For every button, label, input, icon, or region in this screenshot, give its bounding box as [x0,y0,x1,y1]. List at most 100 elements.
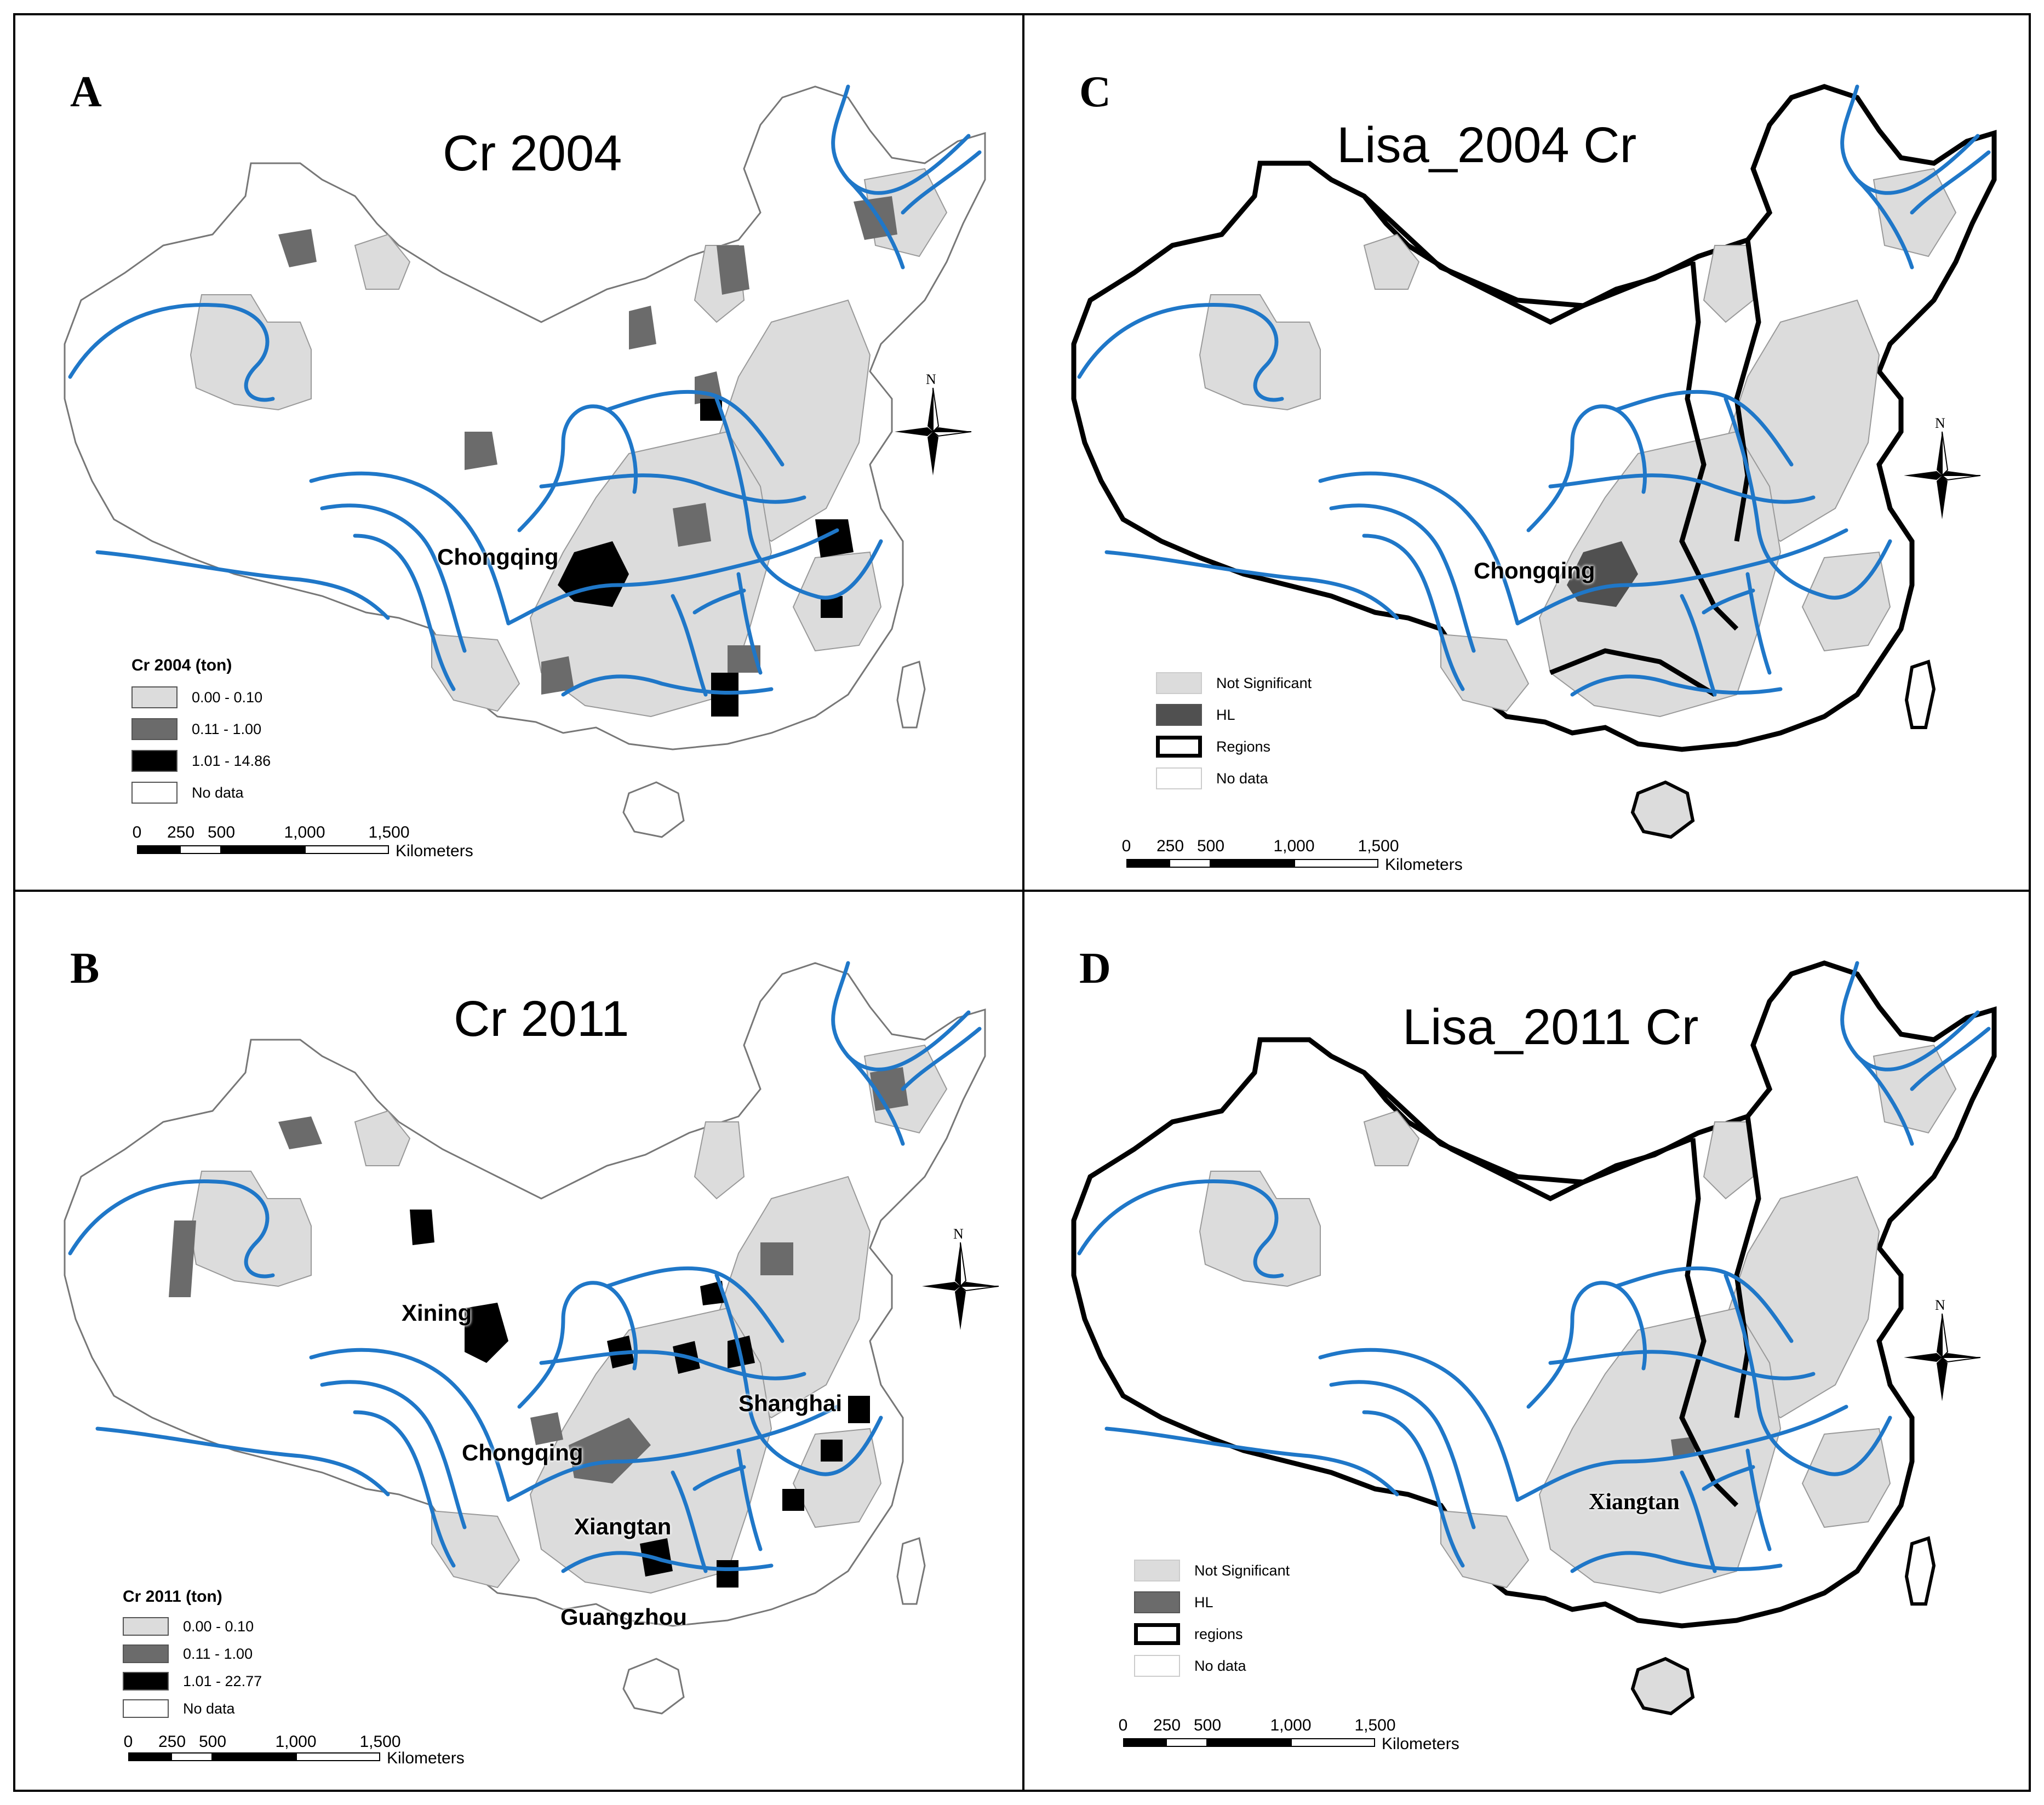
city-label-chongqing: Chongqing [462,1440,583,1465]
compass-icon [895,387,972,475]
legend-item: Regions [1156,731,1312,763]
scale-tick: 250 [158,1733,186,1751]
panel-c: C Lisa_2004 Cr Chongqing N Not Significa… [1024,15,2031,890]
north-arrow: N [892,371,974,475]
legend-item: 0.11 - 1.00 [131,713,271,745]
scale-tick: 1,500 [1354,1716,1396,1734]
legend-label: 1.01 - 22.77 [183,1672,262,1689]
legend-item: HL [1134,1586,1290,1618]
scale-bar: 0 250 500 1,000 1,500 Kilometers [1119,1716,1459,1766]
legend-item: 0.00 - 0.10 [131,681,271,713]
legend-item: 0.11 - 1.00 [123,1640,262,1668]
city-label-xiangtan: Xiangtan [1589,1489,1680,1515]
legend-label: HL [1194,1594,1213,1611]
scale-tick: 250 [167,823,195,841]
legend-item: No data [131,777,271,809]
panel-title: Lisa_2004 Cr [1337,117,1637,173]
legend-swatch [1134,1591,1180,1613]
legend-label: 0.00 - 0.10 [192,689,263,706]
legend: Cr 2011 (ton) 0.00 - 0.10 0.11 - 1.00 1.… [123,1588,262,1722]
city-label-guangzhou: Guangzhou [560,1604,687,1630]
scale-tick: 1,500 [368,823,410,841]
legend-item: No data [1156,763,1312,794]
scale-tick: 500 [1193,1716,1222,1734]
city-label-chongqing: Chongqing [1474,558,1595,583]
scale-tick: 1,000 [284,823,325,841]
legend-swatch [131,686,178,708]
legend-swatch [123,1699,169,1718]
legend-swatch [1156,736,1202,758]
scale-unit: Kilometers [1382,1735,1459,1753]
panel-title: Lisa_2011 Cr [1402,999,1699,1055]
scale-tick: 500 [1196,837,1225,855]
legend-label: 0.11 - 1.00 [192,720,262,737]
compass-icon [1904,431,1981,519]
legend-swatch [123,1617,169,1636]
panel-letter: A [70,68,102,116]
legend-swatch [1156,672,1202,694]
panel-a: A Cr 2004 Chongqing N Cr 2004 (ton) 0.00… [15,15,1022,890]
high-class-districts [410,1210,870,1588]
legend-label: HL [1216,706,1235,723]
north-label: N [1935,1297,1945,1313]
scale-tick: 0 [1118,1716,1128,1734]
legend-swatch [1134,1623,1180,1645]
legend: Not Significant HL regions No data [1134,1555,1290,1682]
legend-label: No data [192,784,244,801]
panel-title: Cr 2011 [454,991,629,1047]
scale-unit: Kilometers [1385,856,1463,874]
scale-tick: 1,000 [1270,1716,1312,1734]
scale-tick: 250 [1156,837,1184,855]
legend-label: No data [1216,770,1268,787]
scale-tick: 250 [1153,1716,1181,1734]
map-d [1024,892,2031,1766]
panel-b: B Cr 2011 Xining Chongqing Shanghai Xian… [15,892,1022,1767]
panel-letter: D [1079,944,1111,993]
legend-swatch [131,782,178,804]
north-label: N [1935,415,1945,431]
scale-unit: Kilometers [396,842,473,860]
legend: Cr 2004 (ton) 0.00 - 0.10 0.11 - 1.00 1.… [131,656,271,809]
legend-item: 1.01 - 22.77 [123,1668,262,1695]
legend-label: 0.00 - 0.10 [183,1618,254,1635]
legend-label: 1.01 - 14.86 [192,752,271,769]
panel-letter: C [1079,68,1111,116]
legend-label: 0.11 - 1.00 [183,1645,253,1662]
scale-tick: 1,000 [275,1733,317,1751]
panel-d: D Lisa_2011 Cr Xiangtan N Not Significan… [1024,892,2031,1766]
legend-label: Regions [1216,738,1271,755]
legend-swatch [1134,1655,1180,1677]
city-label-xiangtan: Xiangtan [574,1514,672,1539]
legend-label: No data [183,1700,235,1717]
legend-item: No data [123,1695,262,1722]
hl-district [1671,1437,1696,1459]
legend-label: regions [1194,1625,1243,1642]
legend-title: Cr 2004 (ton) [131,656,232,674]
north-arrow: N [919,1226,1001,1330]
scale-bar-graphic [1126,859,1378,868]
legend-swatch [123,1672,169,1691]
vertical-divider [1022,15,1024,1790]
legend-item: 1.01 - 14.86 [131,745,271,777]
scale-tick: 1,500 [1358,837,1399,855]
legend-item: No data [1134,1650,1290,1682]
legend-item: Not Significant [1156,667,1312,699]
map-b [64,892,986,1715]
mid-class-districts [169,1067,908,1483]
legend-item: regions [1134,1618,1290,1650]
legend-label: No data [1194,1657,1246,1674]
map-a [64,15,986,838]
city-label-xining: Xining [402,1300,472,1326]
scale-bar: 0 250 500 1,000 1,500 Kilometers [133,823,473,873]
map-c [1024,15,2031,890]
scale-tick: 0 [132,823,142,841]
scale-bar: 0 250 500 1,000 1,500 Kilometers [124,1733,465,1767]
city-label-shanghai: Shanghai [738,1390,843,1416]
scale-tick: 1,000 [1273,837,1315,855]
legend-label: Not Significant [1216,674,1312,691]
legend-swatch [1156,767,1202,789]
legend: Not Significant HL Regions No data [1156,667,1312,794]
legend-swatch [1134,1560,1180,1581]
scale-bar-graphic [1123,1738,1375,1747]
city-label-chongqing: Chongqing [437,544,559,570]
